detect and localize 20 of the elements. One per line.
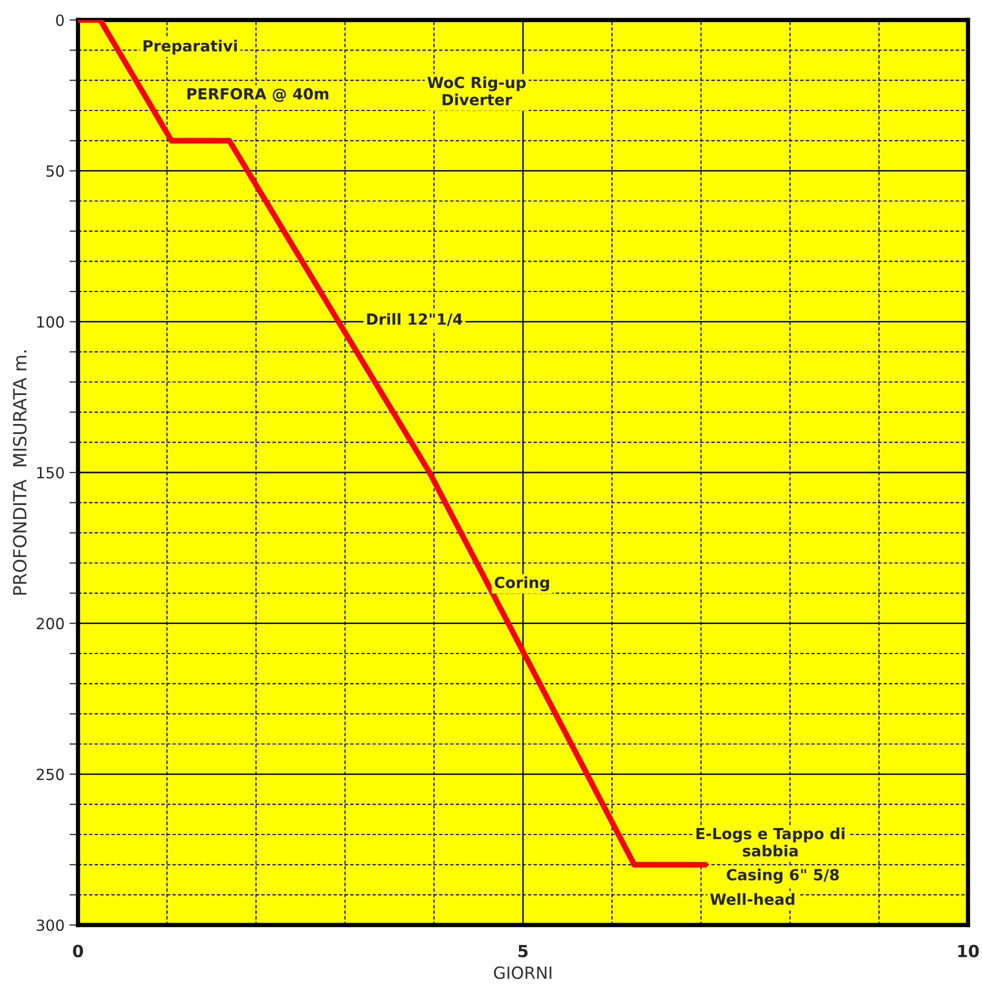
annotation: Preparativi: [144, 40, 237, 55]
annotation: WoC Rig-up Diverter: [427, 76, 526, 106]
annotation: Drill 12"1/4: [367, 313, 462, 326]
y-tick-label: 250: [36, 768, 64, 780]
y-tick-label: 100: [37, 316, 64, 328]
y-tick-label: 300: [36, 919, 64, 932]
annotation: PERFORA @ 40m: [187, 88, 328, 102]
annotation: Well-head: [710, 893, 794, 905]
y-tick-label: 50: [46, 165, 64, 177]
x-tick-label: 10: [958, 944, 979, 958]
y-axis-title: PROFONDITA MISURATA m.: [12, 350, 27, 595]
x-tick-label: 0: [73, 944, 83, 958]
y-tick-label: 150: [37, 466, 64, 479]
x-axis-title: GIORNI: [494, 966, 552, 980]
y-tick-label: 0: [56, 14, 64, 26]
annotation: Casing 6" 5/8: [726, 868, 839, 884]
annotation: E-Logs e Tappo di sabbia: [696, 828, 844, 857]
annotation: Coring: [494, 576, 549, 592]
y-tick-label: 200: [36, 618, 64, 630]
x-tick-label: 5: [518, 944, 528, 958]
